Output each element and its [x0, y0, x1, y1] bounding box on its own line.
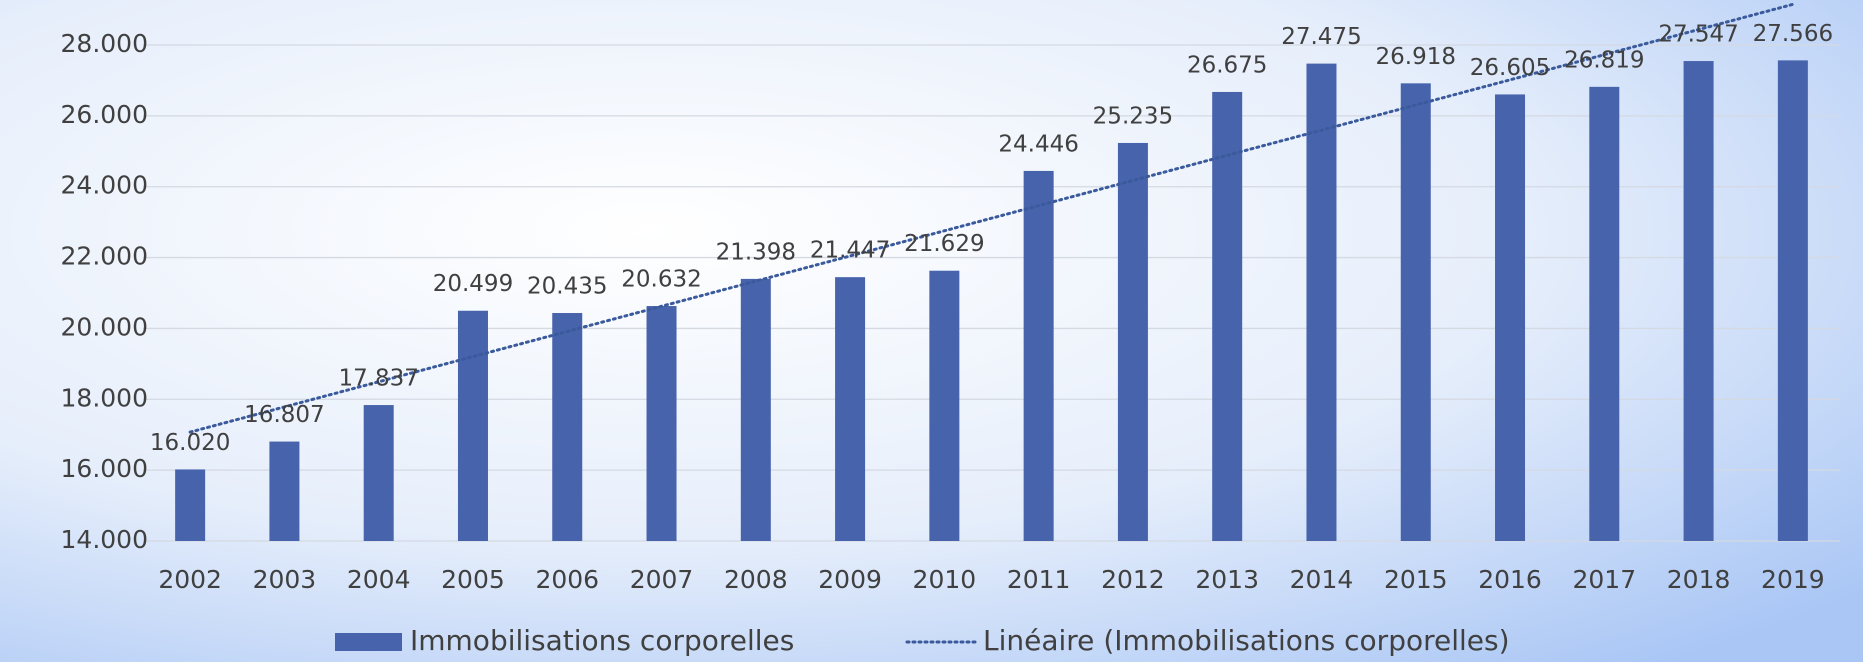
- x-tick-label: 2016: [1478, 565, 1542, 594]
- x-tick-label: 2010: [913, 565, 977, 594]
- value-label: 21.398: [716, 239, 796, 265]
- y-tick-label: 28.000: [61, 29, 148, 58]
- trendline: [188, 2, 1795, 434]
- value-label: 26.605: [1470, 55, 1550, 81]
- bar: [929, 270, 960, 541]
- y-tick-label: 22.000: [61, 242, 148, 271]
- x-tick-label: 2008: [724, 565, 788, 594]
- value-label: 20.632: [621, 267, 701, 293]
- bar: [1306, 63, 1337, 541]
- bar: [1589, 86, 1620, 542]
- x-tick-label: 2006: [535, 565, 599, 594]
- value-label: 25.235: [1093, 103, 1173, 129]
- value-label: 21.447: [810, 238, 890, 264]
- value-label: 21.629: [904, 231, 984, 257]
- legend-label: Immobilisations corporelles: [410, 624, 794, 657]
- value-label: 27.566: [1753, 21, 1833, 47]
- value-label: 20.499: [433, 271, 513, 297]
- x-tick-label: 2018: [1667, 565, 1731, 594]
- bar: [457, 310, 488, 541]
- x-tick-label: 2012: [1101, 565, 1165, 594]
- y-tick-label: 16.000: [61, 454, 148, 483]
- value-label: 20.435: [527, 274, 607, 300]
- bar: [740, 278, 771, 541]
- y-tick-label: 26.000: [61, 100, 148, 129]
- x-tick-label: 2011: [1007, 565, 1071, 594]
- legend-label: Linéaire (Immobilisations corporelles): [983, 624, 1510, 657]
- y-tick-label: 24.000: [61, 171, 148, 200]
- bar: [1683, 61, 1714, 542]
- y-tick-label: 18.000: [61, 383, 148, 412]
- x-tick-label: 2019: [1761, 565, 1825, 594]
- bar: [1023, 170, 1054, 541]
- bar: [269, 441, 300, 541]
- x-tick-label: 2014: [1290, 565, 1354, 594]
- bar: [1117, 142, 1148, 541]
- value-label: 26.918: [1376, 44, 1456, 70]
- bar: [1212, 91, 1243, 541]
- bar: [1495, 94, 1526, 542]
- value-label: 16.020: [150, 430, 230, 456]
- legend-swatch: [335, 633, 402, 651]
- value-label: 16.807: [244, 402, 324, 428]
- value-label: 26.675: [1187, 52, 1267, 78]
- value-label: 27.547: [1658, 22, 1738, 48]
- bar: [363, 405, 394, 541]
- x-tick-label: 2007: [630, 565, 694, 594]
- bar: [552, 313, 583, 541]
- x-tick-label: 2003: [253, 565, 317, 594]
- bar: [835, 277, 866, 541]
- x-tick-label: 2005: [441, 565, 505, 594]
- bar: [1777, 60, 1808, 541]
- x-tick-label: 2002: [158, 565, 222, 594]
- y-tick-label: 20.000: [61, 312, 148, 341]
- value-label: 17.837: [338, 366, 418, 392]
- x-tick-label: 2009: [818, 565, 882, 594]
- x-tick-label: 2004: [347, 565, 411, 594]
- x-tick-label: 2015: [1384, 565, 1448, 594]
- bar: [1400, 83, 1431, 542]
- bar: [175, 469, 206, 541]
- value-label: 26.819: [1564, 47, 1644, 73]
- bar: [646, 306, 677, 541]
- x-tick-label: 2017: [1572, 565, 1636, 594]
- value-label: 27.475: [1281, 24, 1361, 50]
- y-tick-label: 14.000: [61, 525, 148, 554]
- x-tick-label: 2013: [1195, 565, 1259, 594]
- value-label: 24.446: [998, 131, 1078, 157]
